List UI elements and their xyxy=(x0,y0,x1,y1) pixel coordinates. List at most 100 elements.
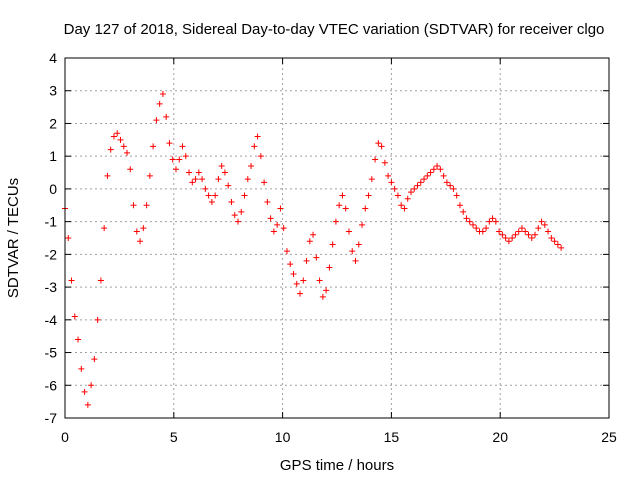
data-point xyxy=(156,100,163,107)
data-points xyxy=(62,91,565,408)
data-point xyxy=(554,241,561,248)
y-tick-label: -2 xyxy=(45,246,58,262)
data-point xyxy=(489,215,496,222)
data-point xyxy=(460,208,467,215)
data-point xyxy=(499,231,506,238)
data-point xyxy=(176,156,183,163)
data-point xyxy=(283,248,290,255)
data-point xyxy=(378,143,385,150)
y-axis-label: SDTVAR / TECUs xyxy=(5,178,22,298)
data-point xyxy=(368,176,375,183)
data-point xyxy=(388,179,395,186)
data-point xyxy=(329,241,336,248)
data-point xyxy=(244,176,251,183)
data-point xyxy=(332,218,339,225)
data-point xyxy=(411,185,418,192)
data-point xyxy=(192,176,199,183)
data-point xyxy=(107,146,114,153)
data-point xyxy=(486,218,493,225)
data-point xyxy=(228,199,235,205)
data-point xyxy=(277,205,284,212)
data-point xyxy=(114,130,121,137)
data-point xyxy=(169,156,176,163)
data-point xyxy=(326,264,333,271)
data-point xyxy=(349,248,356,255)
data-point xyxy=(182,153,189,160)
data-point xyxy=(179,143,186,150)
data-point xyxy=(463,215,470,222)
y-tick-label: 0 xyxy=(49,181,57,197)
data-point xyxy=(293,280,300,287)
data-point xyxy=(218,163,225,169)
data-point xyxy=(440,172,447,179)
data-point xyxy=(496,228,503,235)
data-point xyxy=(532,231,539,238)
data-point xyxy=(137,238,144,245)
data-point xyxy=(434,163,441,169)
data-point xyxy=(545,228,552,235)
x-axis-label: GPS time / hours xyxy=(280,457,394,474)
data-point xyxy=(394,192,401,199)
data-point xyxy=(140,225,147,232)
data-point xyxy=(430,166,437,173)
data-point xyxy=(375,140,382,147)
y-tick-label: -3 xyxy=(45,279,58,295)
y-tick-label: 2 xyxy=(49,115,57,131)
data-point xyxy=(479,228,486,235)
data-point xyxy=(502,235,509,241)
data-point xyxy=(205,192,212,199)
y-tick-label: -7 xyxy=(45,410,58,426)
data-point xyxy=(306,238,313,245)
data-point xyxy=(78,365,85,372)
data-point xyxy=(443,179,450,186)
data-point xyxy=(81,388,88,395)
x-tick-label: 20 xyxy=(492,429,508,445)
data-point xyxy=(146,172,153,179)
x-tick-label: 15 xyxy=(384,429,400,445)
data-point xyxy=(381,159,388,166)
data-point xyxy=(512,231,519,238)
data-point xyxy=(124,149,131,156)
data-point xyxy=(234,218,241,225)
x-axis-ticks: 0 5 10 15 20 25 xyxy=(61,58,617,445)
data-point xyxy=(515,228,522,235)
data-point xyxy=(280,225,287,232)
data-point xyxy=(470,221,476,228)
data-point xyxy=(342,205,349,212)
data-point xyxy=(84,401,91,408)
data-point xyxy=(345,228,352,235)
data-point xyxy=(274,221,281,228)
data-point xyxy=(212,192,219,199)
data-point xyxy=(303,257,310,264)
data-point xyxy=(404,195,411,202)
data-point xyxy=(407,189,414,196)
y-tick-label: -6 xyxy=(45,377,58,393)
data-point xyxy=(65,235,72,241)
data-point xyxy=(97,277,104,284)
data-point xyxy=(101,225,108,232)
data-point xyxy=(313,254,320,261)
x-tick-label: 10 xyxy=(275,429,291,445)
data-point xyxy=(264,199,271,205)
data-point xyxy=(447,182,454,189)
data-point xyxy=(365,192,372,199)
data-point xyxy=(525,231,532,238)
grid-lines xyxy=(65,58,609,418)
data-point xyxy=(456,202,463,209)
data-point xyxy=(417,179,424,186)
data-point xyxy=(339,192,346,199)
data-point xyxy=(91,356,98,363)
data-point xyxy=(359,221,366,228)
data-point xyxy=(68,277,75,284)
data-point xyxy=(424,172,431,179)
data-point xyxy=(195,169,202,176)
data-point xyxy=(385,172,392,179)
data-point xyxy=(401,205,408,212)
data-point xyxy=(391,185,398,192)
x-tick-label: 0 xyxy=(61,429,69,445)
data-point xyxy=(251,143,258,150)
data-point xyxy=(166,140,173,147)
data-point xyxy=(88,382,95,389)
